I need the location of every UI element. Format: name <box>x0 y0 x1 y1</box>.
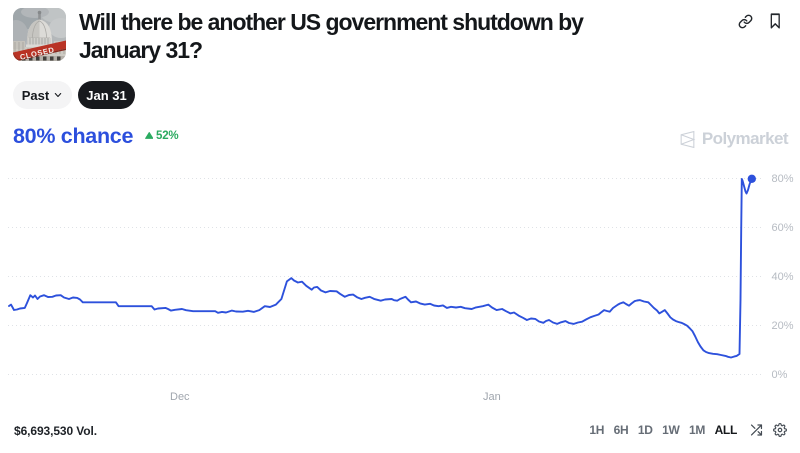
svg-text:20%: 20% <box>772 320 794 332</box>
svg-text:60%: 60% <box>772 222 794 234</box>
svg-text:Jan: Jan <box>483 391 501 403</box>
svg-text:40%: 40% <box>772 271 794 283</box>
svg-text:80%: 80% <box>772 173 794 185</box>
svg-text:0%: 0% <box>772 369 788 381</box>
svg-text:Dec: Dec <box>170 391 190 403</box>
